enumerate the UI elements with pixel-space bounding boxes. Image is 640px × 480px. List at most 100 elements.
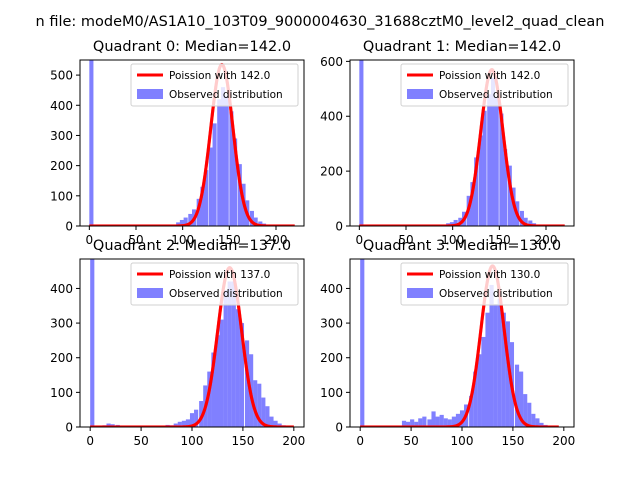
histogram-bar: [227, 281, 232, 427]
subplot-2: Quadrant 2: Median=137.0 0 50 100 150 200 0 100…: [50, 238, 305, 448]
legend-box: [130, 63, 299, 107]
histogram-bar: [235, 309, 240, 427]
legend-box: [400, 262, 569, 306]
histogram-bar: [269, 416, 274, 427]
subplot-3: Quadrant 3: Median=130.0 0 50 100 150 200 0 100…: [320, 238, 575, 448]
x-tick-label: 50: [403, 434, 418, 448]
histogram-bar: [253, 380, 258, 427]
histogram-bar: [199, 401, 204, 427]
histogram-bar: [519, 371, 524, 427]
histogram-bar: [224, 96, 229, 226]
x-tick-label: 0: [86, 434, 94, 448]
x-tick-label: 150: [231, 434, 254, 448]
legend-patch-swatch: [407, 288, 433, 298]
histogram-bar: [469, 395, 474, 427]
histogram-bar: [487, 94, 492, 226]
x-tick-label: 200: [265, 233, 288, 247]
histogram-bar: [473, 371, 478, 427]
poisson-curve: [359, 264, 560, 427]
histogram-bar: [257, 383, 262, 427]
histogram-bar: [176, 222, 181, 226]
y-tick-label: 100: [50, 189, 73, 203]
histogram-bar: [177, 421, 182, 427]
histogram-bar: [481, 336, 486, 427]
x-tick-label: 200: [535, 233, 558, 247]
y-tick-label: 400: [320, 110, 343, 124]
subplot-title: Quadrant 3: Median=130.0: [363, 238, 561, 254]
y-tick-label: 100: [320, 386, 343, 400]
histogram-bar: [507, 165, 512, 226]
x-tick-label: 100: [181, 434, 204, 448]
histogram-bar: [453, 219, 458, 226]
legend: Poission with 130.0 Observed distribution: [400, 262, 569, 306]
legend-label-observed: Observed distribution: [169, 288, 283, 300]
histogram-bar: [431, 411, 436, 427]
histogram-bar: [477, 354, 482, 427]
legend-box: [400, 63, 569, 107]
histogram-bar: [519, 210, 524, 226]
histogram-bar: [455, 413, 461, 427]
histogram-bar: [220, 87, 226, 226]
histogram-bar: [451, 416, 456, 427]
histogram-bar: [410, 419, 415, 427]
histogram-bar: [523, 217, 528, 226]
y-tick-label: 400: [50, 99, 73, 113]
histogram-bar: [514, 364, 520, 427]
x-tick-label: 0: [356, 233, 364, 247]
subplot-1: Quadrant 1: Median=142.0 0 50 100 150 200 0 200…: [320, 39, 575, 247]
legend-label-poisson: Poission with 130.0: [439, 269, 540, 281]
histogram-bar: [401, 420, 407, 427]
y-tick-label: 200: [320, 165, 343, 179]
histogram-bar: [204, 170, 209, 226]
y-tick-label: 200: [50, 351, 73, 365]
y-tick-label: 0: [65, 220, 73, 234]
x-tick-label: 0: [86, 233, 94, 247]
histogram-bar: [106, 423, 111, 427]
y-tick-label: 300: [320, 317, 343, 331]
subplot-0: Quadrant 0: Median=142.0 0 50 100 150 200 0 100…: [50, 39, 305, 247]
y-tick-label: 200: [320, 351, 343, 365]
histogram-bar: [418, 418, 423, 427]
x-tick-label: 150: [488, 233, 511, 247]
subplot-title: Quadrant 0: Median=142.0: [93, 39, 291, 55]
legend-label-poisson: Poission with 142.0: [439, 70, 540, 82]
histogram-bar: [523, 394, 528, 427]
legend-patch-swatch: [407, 89, 433, 99]
legend: Poission with 137.0 Observed distribution: [130, 262, 299, 306]
histogram-bar: [261, 397, 266, 427]
histogram-bar: [359, 60, 364, 226]
y-tick-label: 0: [65, 421, 73, 435]
histogram-bar: [449, 222, 454, 226]
histogram-bar: [535, 418, 540, 427]
x-tick-label: 0: [356, 434, 364, 448]
legend-label-poisson: Poission with 142.0: [169, 70, 270, 82]
histogram-bar: [233, 138, 238, 226]
histogram-bar: [459, 410, 465, 427]
legend: Poission with 142.0 Observed distribution: [400, 63, 569, 107]
y-tick-label: 200: [50, 159, 73, 173]
histogram-bar: [503, 149, 508, 226]
histogram-bar: [490, 77, 496, 226]
histogram-bar: [360, 259, 365, 427]
histogram-bar: [489, 284, 494, 427]
axes-frame: [349, 59, 575, 227]
histogram-bar: [528, 220, 533, 226]
x-tick-label: 50: [133, 434, 148, 448]
histogram-bar: [499, 113, 504, 226]
histogram-bar: [258, 221, 263, 226]
y-tick-label: 300: [50, 317, 73, 331]
legend-label-poisson: Poission with 137.0: [169, 269, 270, 281]
histogram-bar: [185, 419, 191, 427]
x-tick-label: 100: [171, 233, 194, 247]
y-tick-label: 400: [50, 282, 73, 296]
histogram-bar: [229, 111, 234, 226]
x-tick-label: 200: [552, 434, 575, 448]
subplot-title: Quadrant 2: Median=137.0: [93, 238, 291, 254]
histogram-bar: [207, 371, 212, 427]
histogram-bar: [482, 110, 487, 226]
plot-area: [89, 259, 295, 427]
histogram-bar: [539, 422, 544, 427]
poisson-curve: [89, 266, 295, 427]
